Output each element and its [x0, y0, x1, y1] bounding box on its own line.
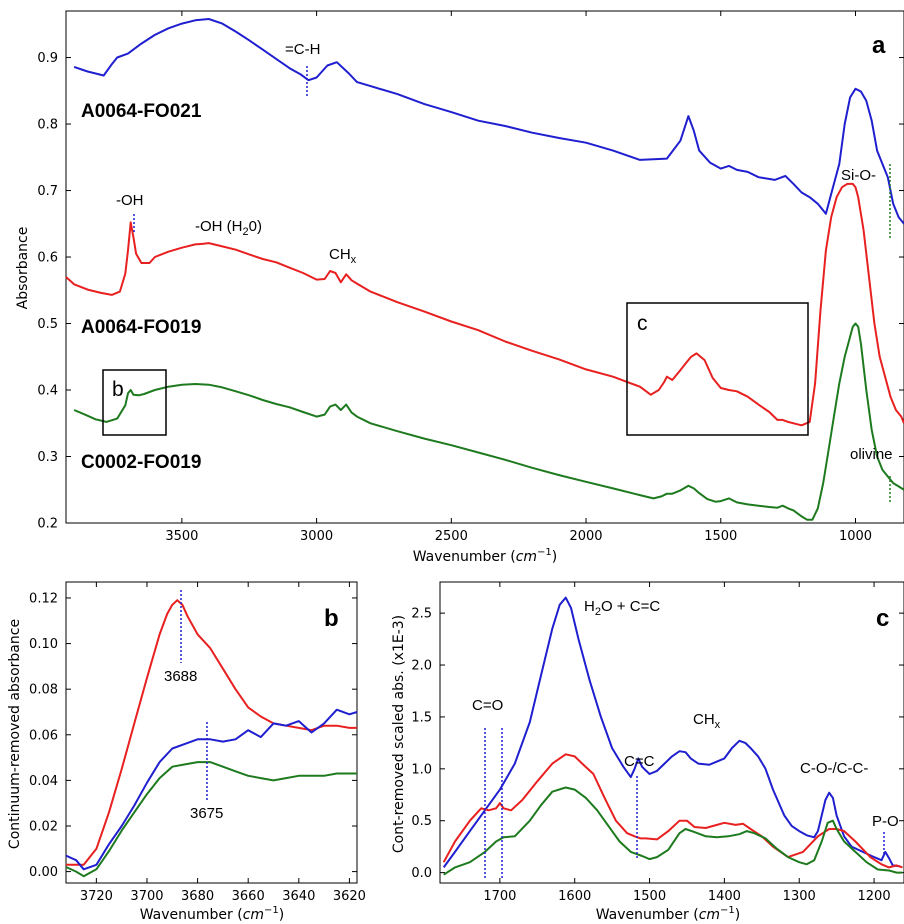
- panel-a-series: [65, 18, 904, 521]
- series-line-green: [65, 761, 357, 878]
- panel-a-ticks: 3500 3000 2500 2000 1500 1000 0.2 0.3 0.4 0.5 0.6 0…: [37, 11, 904, 544]
- series-line-red: [442, 753, 903, 869]
- x-tick-label: 3640: [282, 889, 315, 904]
- panel-c-y-axis-title: Cont-removed scaled abs. (x1E-3): [391, 615, 407, 853]
- panel-b: 3720 3700 3680 3660 3640 3620 0.00 0.02 0.04 0.06…: [7, 581, 366, 923]
- panel-c-ticks: 1700 1600 1500 1400 1300 1200 0.0 0.5 1.0 1.5 2.0 2…: [411, 582, 904, 904]
- annotation-olivine: olivine: [850, 446, 893, 463]
- x-tick-label: 1600: [558, 889, 591, 904]
- series-line-a0064-fo021: [73, 18, 904, 225]
- panel-a-label: a: [872, 32, 886, 59]
- panel-b-ticks: 3720 3700 3680 3660 3640 3620 0.00 0.02 0.04 0.06…: [29, 582, 366, 904]
- y-tick-label: 1.0: [411, 762, 432, 777]
- series-line-c0002-fo019: [73, 322, 904, 521]
- annotation-co: C=O: [472, 697, 503, 714]
- panel-b-frame: [65, 581, 358, 884]
- panel-c-frame: [439, 581, 904, 884]
- panel-c-series: [442, 596, 903, 876]
- x-tick-label: 2500: [435, 529, 468, 544]
- y-tick-label: 0.04: [29, 774, 58, 789]
- panel-c-x-axis-title: Wavenumber (cm−1): [596, 905, 741, 923]
- y-tick-label: 0.10: [29, 637, 58, 652]
- annotation-h2o-cc: H2O + C=C: [584, 598, 660, 618]
- y-tick-label: 1.5: [411, 710, 432, 725]
- x-tick-label: 3660: [232, 889, 265, 904]
- series-line-a0064-fo019: [65, 182, 904, 427]
- x-tick-label: 3000: [300, 529, 333, 544]
- annotation-chx-c: CHx: [693, 711, 721, 731]
- zoom-box-c-label: c: [637, 312, 648, 335]
- y-tick-label: 0.4: [37, 384, 58, 399]
- panel-a-x-axis-title: Wavenumber (cm−1): [413, 547, 558, 565]
- x-tick-label: 1200: [858, 889, 891, 904]
- panel-a: 3500 3000 2500 2000 1500 1000 0.2 0.3 0.4 0.5 0.6 0…: [15, 10, 904, 565]
- y-tick-label: 0.12: [29, 591, 58, 606]
- x-tick-label: 3700: [130, 889, 163, 904]
- annotation-3675: 3675: [190, 805, 223, 822]
- sample-label-c0002-fo019: C0002-FO019: [81, 452, 201, 473]
- series-line-red: [66, 599, 357, 866]
- x-tick-label: 1000: [839, 529, 872, 544]
- panel-b-series: [65, 599, 358, 878]
- y-tick-label: 0.5: [411, 814, 432, 829]
- sample-label-a0064-fo021: A0064-FO021: [81, 101, 202, 122]
- y-tick-label: 2.0: [411, 659, 432, 674]
- x-tick-label: 3500: [165, 529, 198, 544]
- y-tick-label: 0.0: [411, 866, 432, 881]
- x-tick-label: 3620: [333, 889, 366, 904]
- series-line-green: [443, 786, 903, 876]
- x-tick-label: 3720: [80, 889, 113, 904]
- y-tick-label: 0.2: [37, 517, 58, 532]
- y-tick-label: 0.3: [37, 450, 58, 465]
- y-tick-label: 0.9: [37, 51, 58, 66]
- zoom-box-b: [102, 369, 167, 436]
- panel-c: 1700 1600 1500 1400 1300 1200 0.0 0.5 1.0 1.5 2.0 2…: [391, 581, 904, 923]
- y-tick-label: 0.8: [37, 118, 58, 133]
- y-tick-label: 2.5: [411, 607, 432, 622]
- panel-b-label: b: [324, 605, 339, 632]
- annotation-chx-a: CHx: [329, 246, 357, 266]
- y-tick-label: 0.06: [29, 728, 58, 743]
- annotation-oh: -OH: [116, 192, 144, 209]
- annotation-oh-h2o: -OH (H20): [195, 218, 262, 238]
- y-tick-label: 0.6: [37, 251, 58, 266]
- series-line-blue: [65, 708, 358, 871]
- series-line-blue: [442, 596, 901, 868]
- annotation-3688: 3688: [164, 668, 197, 685]
- x-tick-label: 2000: [569, 529, 602, 544]
- y-tick-label: 0.02: [29, 819, 58, 834]
- zoom-box-c: [626, 302, 809, 436]
- x-tick-label: 1300: [783, 889, 816, 904]
- sample-label-a0064-fo019: A0064-FO019: [81, 317, 201, 338]
- x-tick-label: 1500: [704, 529, 737, 544]
- y-tick-label: 0.5: [37, 317, 58, 332]
- zoom-box-b-label: b: [112, 378, 124, 401]
- annotation-sio: Si-O-: [841, 167, 876, 184]
- annotation-cc: C=C: [624, 753, 655, 770]
- panel-b-y-axis-title: Continuum-removed absorbance: [7, 619, 23, 849]
- x-tick-label: 1700: [483, 889, 516, 904]
- x-tick-label: 1400: [708, 889, 741, 904]
- x-tick-label: 3680: [181, 889, 214, 904]
- annotation-coc: C-O-/C-C-: [800, 760, 868, 777]
- panel-b-x-axis-title: Wavenumber (cm−1): [140, 905, 285, 923]
- annotation-ch: =C-H: [285, 41, 320, 58]
- y-tick-label: 0.08: [29, 683, 58, 698]
- annotation-po: P-O: [872, 813, 899, 830]
- y-tick-label: 0.00: [29, 865, 58, 880]
- panel-a-frame: [65, 10, 904, 524]
- panel-a-y-axis-title: Absorbance: [15, 227, 31, 310]
- panel-c-label: c: [876, 605, 889, 632]
- y-tick-label: 0.7: [37, 184, 58, 199]
- x-tick-label: 1500: [633, 889, 666, 904]
